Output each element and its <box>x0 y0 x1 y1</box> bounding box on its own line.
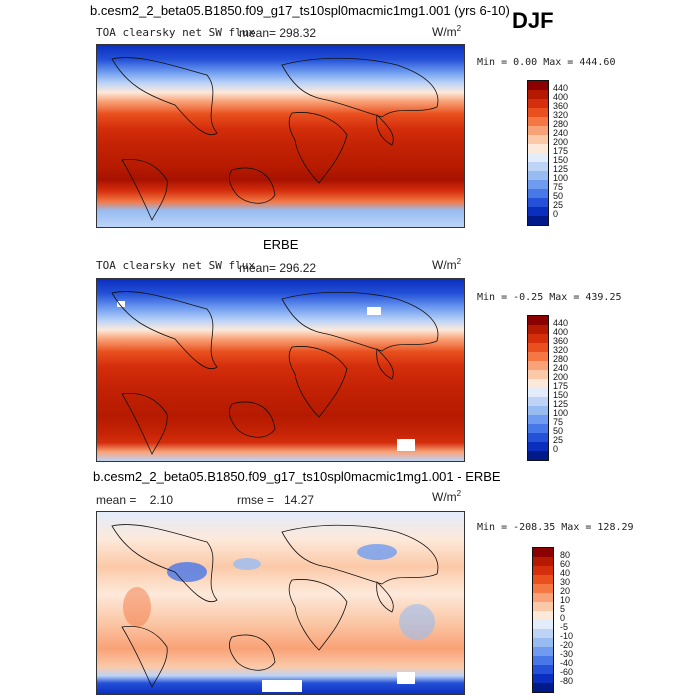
cb1-label: 25 <box>553 200 564 210</box>
cb3-label: 80 <box>560 550 571 560</box>
panel-2-units: W/m2 <box>432 257 462 272</box>
cb1-label: 50 <box>553 191 564 201</box>
cb3-label: 5 <box>560 604 566 614</box>
cb2-label: 440 <box>553 318 569 328</box>
panel-1-map-field <box>97 45 464 227</box>
panel-2-mean: mean= 296.22 <box>239 261 317 275</box>
cb1-label: 100 <box>553 173 569 183</box>
cb1-label: 0 <box>553 209 559 219</box>
panel-1-variable: TOA clearsky net SW flux <box>96 26 255 39</box>
cb2-label: 100 <box>553 408 569 418</box>
cb3-label: 0 <box>560 613 566 623</box>
cb2-label: 0 <box>553 444 559 454</box>
cb2-label: 150 <box>553 390 569 400</box>
panel-3-map <box>96 511 465 695</box>
cb2-label: 200 <box>553 372 569 382</box>
cb3-label: -60 <box>560 667 574 677</box>
cb1-label: 240 <box>553 128 569 138</box>
panel-1-units: W/m2 <box>432 24 462 39</box>
cb1-label: 400 <box>553 92 569 102</box>
cb2-label: 50 <box>553 426 564 436</box>
cb3-label: -20 <box>560 640 574 650</box>
cb3-label: 30 <box>560 577 571 587</box>
cb2-label: 360 <box>553 336 569 346</box>
cb1-label: 125 <box>553 164 569 174</box>
cb1-label: 200 <box>553 137 569 147</box>
cb1-label: 75 <box>553 182 564 192</box>
cb3-label: -10 <box>560 631 574 641</box>
panel-1-map <box>96 44 465 228</box>
panel-1-mean: mean= 298.32 <box>239 26 317 40</box>
panel-2-map <box>96 278 465 462</box>
panel-2-colorbar <box>527 315 549 461</box>
panel-2-coastlines <box>111 291 439 455</box>
cb1-label: 280 <box>553 119 569 129</box>
panel-2-map-field <box>97 279 464 461</box>
cb3-label: -40 <box>560 658 574 668</box>
panel-3-colorbar <box>532 547 554 693</box>
panel-1-colorbar <box>527 80 549 226</box>
cb2-label: 400 <box>553 327 569 337</box>
cb2-label: 320 <box>553 345 569 355</box>
cb1-label: 440 <box>553 83 569 93</box>
cb2-label: 125 <box>553 399 569 409</box>
cb3-label: 20 <box>560 586 571 596</box>
panel-3-mean: mean = 2.10 <box>96 493 174 507</box>
panel-2-variable: TOA clearsky net SW flux <box>96 259 255 272</box>
cb1-label: 360 <box>553 101 569 111</box>
panel-3-coastlines <box>111 524 439 688</box>
cb2-label: 280 <box>553 354 569 364</box>
panel-2-minmax: Min = -0.25 Max = 439.25 <box>477 292 622 303</box>
cb2-label: 240 <box>553 363 569 373</box>
panel-1-minmax: Min = 0.00 Max = 444.60 <box>477 57 616 68</box>
cb3-label: 10 <box>560 595 571 605</box>
cb2-label: 75 <box>553 417 564 427</box>
season-label: DJF <box>512 8 554 33</box>
panel-3-rmse: rmse = 14.27 <box>237 493 315 507</box>
cb2-label: 25 <box>553 435 564 445</box>
cb3-label: -5 <box>560 622 569 632</box>
panel-1-coastlines <box>111 57 439 221</box>
cb3-label: -80 <box>560 676 574 686</box>
cb2-label: 175 <box>553 381 569 391</box>
cb3-label: -30 <box>560 649 574 659</box>
cb3-label: 40 <box>560 568 571 578</box>
panel-2-title: ERBE <box>263 237 299 252</box>
panel-3-map-field <box>97 512 464 694</box>
cb3-label: 60 <box>560 559 571 569</box>
cb1-label: 175 <box>553 146 569 156</box>
panel-3-minmax: Min = -208.35 Max = 128.29 <box>477 522 634 533</box>
panel-1-title: b.cesm2_2_beta05.B1850.f09_g17_ts10spl0m… <box>90 3 510 18</box>
cb1-label: 320 <box>553 110 569 120</box>
panel-3-units: W/m2 <box>432 489 462 504</box>
panel-3-title: b.cesm2_2_beta05.B1850.f09_g17_ts10spl0m… <box>93 469 501 484</box>
cb1-label: 150 <box>553 155 569 165</box>
